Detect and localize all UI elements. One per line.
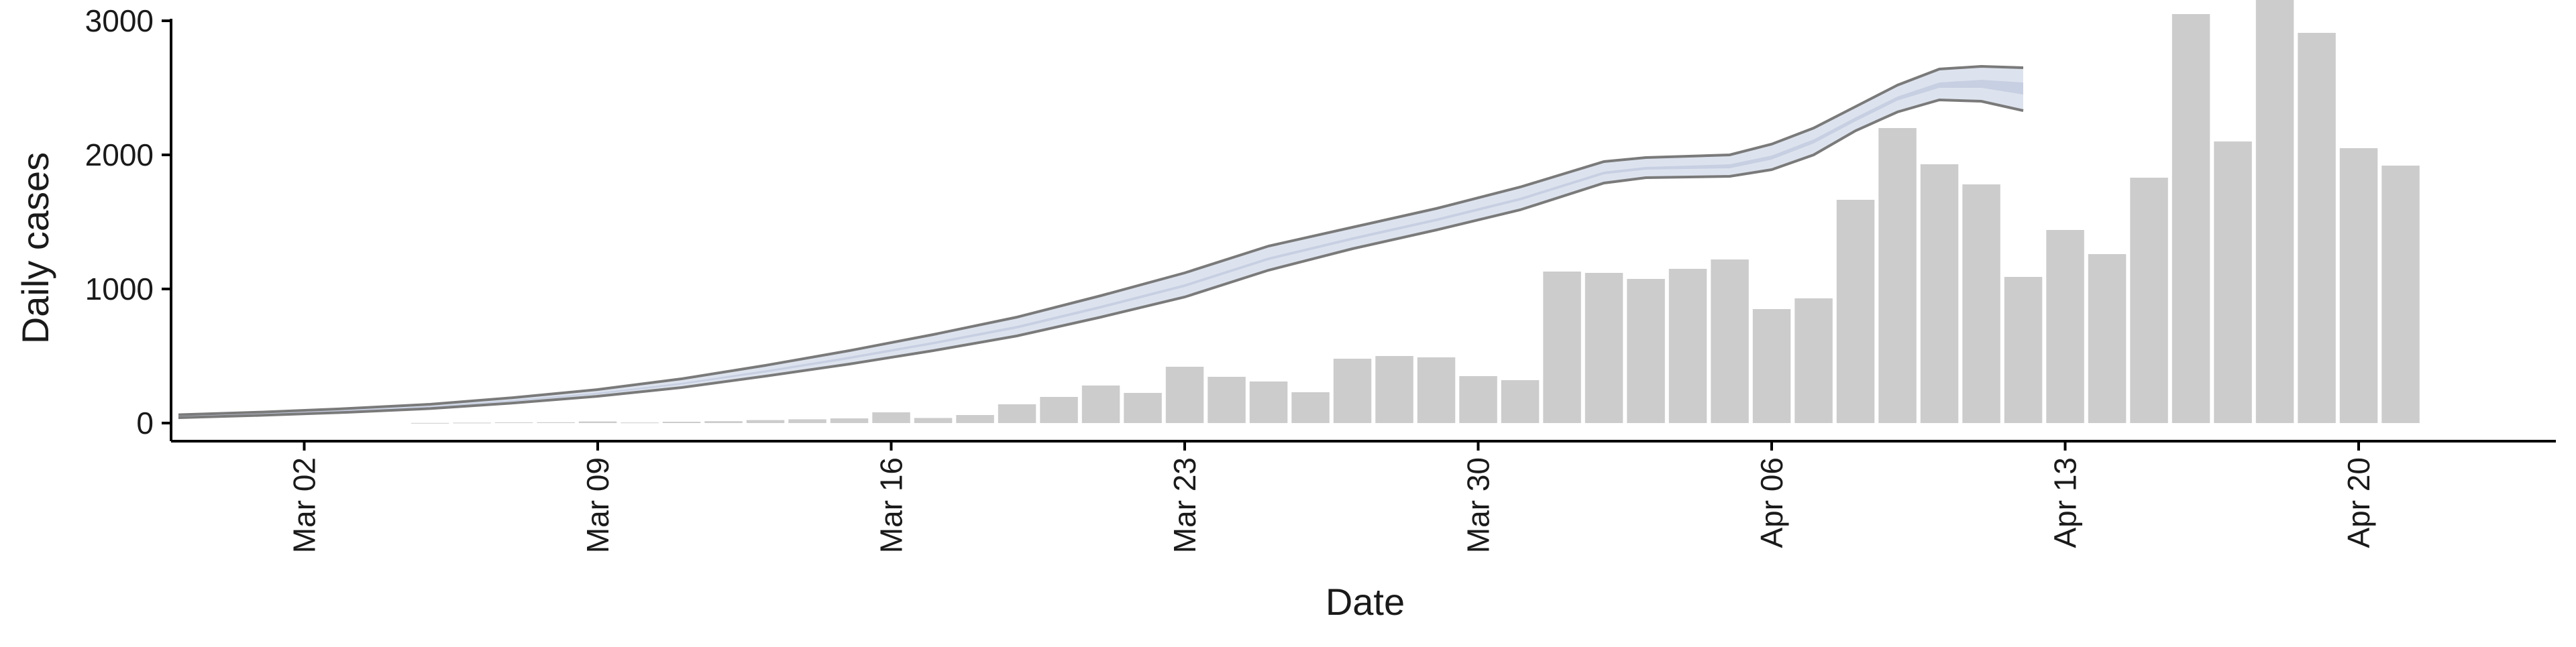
axes-layer — [162, 19, 2556, 451]
x-tick-label-2020-04-13: Apr 13 — [2048, 457, 2083, 548]
bar-2020-03-25 — [1249, 381, 1288, 423]
bar-2020-03-18 — [956, 415, 994, 423]
y-axis-title: Daily cases — [14, 152, 56, 344]
bar-2020-04-15 — [2130, 178, 2168, 423]
bar-2020-04-10 — [1920, 164, 1959, 423]
bar-2020-04-11 — [1962, 184, 2000, 423]
bar-2020-03-11 — [662, 422, 701, 423]
bar-2020-03-24 — [1208, 377, 1246, 423]
bar-2020-04-06 — [1752, 309, 1791, 423]
bar-2020-03-20 — [1040, 397, 1078, 423]
bar-2020-03-27 — [1333, 359, 1372, 423]
bar-2020-04-08 — [1836, 200, 1875, 423]
bar-2020-04-12 — [2004, 277, 2043, 423]
bar-2020-04-04 — [1668, 269, 1707, 423]
bar-2020-04-19 — [2298, 33, 2336, 423]
bar-2020-04-09 — [1878, 128, 1917, 423]
bar-2020-03-28 — [1375, 356, 1413, 423]
x-axis-title: Date — [1326, 581, 1405, 623]
y-tick-label-0: 0 — [136, 406, 154, 440]
bar-2020-03-15 — [830, 418, 869, 423]
bar-2020-03-06 — [453, 422, 491, 424]
bar-2020-04-18 — [2255, 0, 2294, 423]
bar-2020-03-09 — [578, 421, 617, 423]
bar-2020-03-12 — [704, 421, 743, 423]
x-tick-label-2020-03-16: Mar 16 — [874, 457, 909, 553]
bar-2020-04-14 — [2088, 254, 2127, 423]
bar-2020-03-29 — [1417, 357, 1456, 423]
x-tick-label-2020-03-09: Mar 09 — [580, 457, 615, 553]
bar-2020-04-13 — [2046, 230, 2084, 423]
x-tick-label-2020-03-30: Mar 30 — [1461, 457, 1496, 553]
bar-2020-04-17 — [2214, 141, 2252, 423]
bar-2020-03-22 — [1124, 393, 1162, 423]
y-tick-label-2000: 2000 — [85, 137, 154, 172]
bar-2020-03-21 — [1081, 386, 1120, 423]
x-tick-label-2020-03-23: Mar 23 — [1167, 457, 1202, 553]
bar-2020-04-05 — [1711, 259, 1749, 423]
bar-2020-03-30 — [1459, 376, 1497, 423]
bar-2020-04-01 — [1543, 272, 1581, 423]
y-tick-label-1000: 1000 — [85, 272, 154, 306]
bar-2020-04-21 — [2381, 166, 2420, 423]
bar-2020-04-07 — [1794, 298, 1833, 423]
bar-2020-04-02 — [1585, 273, 1623, 423]
bar-2020-03-23 — [1165, 367, 1204, 423]
bar-2020-03-13 — [746, 420, 785, 423]
bar-2020-03-07 — [494, 422, 533, 423]
bar-2020-04-03 — [1627, 279, 1665, 423]
bar-2020-04-16 — [2171, 14, 2210, 423]
bar-2020-03-26 — [1291, 392, 1330, 423]
estimate-lower-line — [178, 98, 2024, 419]
y-tick-label-3000: 3000 — [85, 3, 154, 38]
tick-labels-layer: 0 1000 2000 3000 Mar 02 Mar 09 Mar 16 Mar 23 Mar… — [85, 3, 2376, 553]
bar-2020-03-14 — [788, 419, 826, 423]
bar-2020-03-05 — [411, 422, 449, 424]
x-tick-label-2020-04-06: Apr 06 — [1754, 457, 1789, 548]
bar-2020-03-10 — [621, 422, 659, 424]
estimate-ribbon-layer — [178, 64, 2024, 419]
bar-2020-03-08 — [537, 422, 575, 423]
bar-2020-03-16 — [872, 412, 910, 423]
bar-2020-03-19 — [998, 404, 1036, 423]
bars-layer — [411, 0, 2420, 424]
bar-2020-03-17 — [914, 418, 953, 423]
bar-2020-03-31 — [1501, 380, 1540, 423]
x-tick-label-2020-04-20: Apr 20 — [2341, 457, 2376, 548]
x-tick-label-2020-03-02: Mar 02 — [287, 457, 322, 553]
bar-2020-04-20 — [2339, 148, 2378, 423]
estimate-upper-line — [178, 64, 2024, 416]
